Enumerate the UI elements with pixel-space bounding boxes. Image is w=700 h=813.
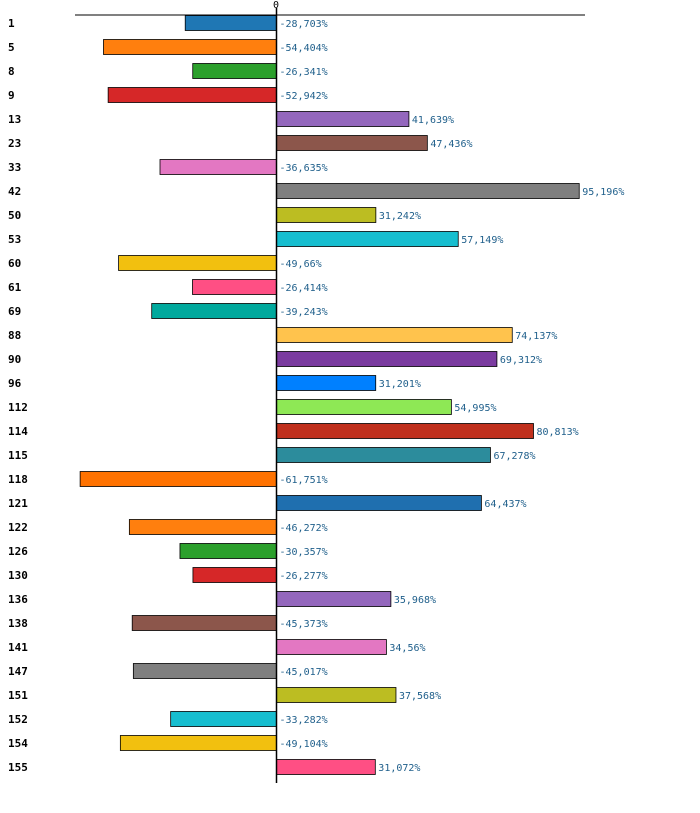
bars-group: 1 -28,703% 5 -54,404% 8 -26,341% 9 -52,942% 13 41… [8,15,624,775]
category-label: 126 [8,545,28,558]
category-label: 115 [8,449,28,462]
bar [170,711,277,727]
value-label: -49,66% [280,259,322,270]
bar [132,663,277,679]
value-label: -26,341% [280,67,328,78]
value-label: -26,277% [280,571,328,582]
value-label: 54,995% [454,403,496,414]
category-label: 9 [8,89,15,102]
value-label: -61,751% [280,475,328,486]
category-label: 8 [8,65,15,78]
bar [184,15,277,31]
category-label: 53 [8,233,21,246]
value-label: 31,072% [378,763,420,774]
value-label: -26,414% [280,283,328,294]
value-label: 67,278% [493,451,535,462]
bar [276,423,534,439]
zero-tick-label: 0 [273,0,279,11]
bar [276,399,452,415]
bar [276,687,397,703]
category-label: 151 [8,689,28,702]
bar [103,39,277,55]
category-label: 88 [8,329,21,342]
category-label: 13 [8,113,21,126]
bar [276,447,491,463]
bar [119,735,277,751]
value-label: -33,282% [280,715,328,726]
category-label: 112 [8,401,28,414]
bar [276,759,376,775]
category-label: 5 [8,41,15,54]
category-label: 60 [8,257,21,270]
value-label: 31,242% [379,211,421,222]
value-label: -45,017% [280,667,328,678]
value-label: 37,568% [399,691,441,702]
value-label: 35,968% [394,595,436,606]
bar [276,495,482,511]
value-label: 64,437% [484,499,526,510]
category-label: 23 [8,137,21,150]
category-label: 155 [8,761,28,774]
bar [276,327,513,343]
bar [192,567,277,583]
value-label: 95,196% [582,187,624,198]
value-label: -39,243% [280,307,328,318]
category-label: 1 [8,17,15,30]
bar [276,375,377,391]
bar [276,183,580,199]
value-label: 34,56% [389,643,425,654]
category-label: 152 [8,713,28,726]
bar [276,135,428,151]
value-label: -54,404% [280,43,328,54]
category-label: 42 [8,185,21,198]
value-label: 80,813% [536,427,578,438]
category-label: 50 [8,209,21,222]
category-label: 69 [8,305,21,318]
category-label: 138 [8,617,28,630]
value-label: -46,272% [280,523,328,534]
value-label: 47,436% [430,139,472,150]
value-label: 31,201% [379,379,421,390]
category-label: 96 [8,377,22,390]
bar [276,111,410,127]
value-label: -45,373% [280,619,328,630]
category-label: 90 [8,353,21,366]
category-label: 122 [8,521,28,534]
bar [128,519,277,535]
bar [276,639,387,655]
value-label: 41,639% [412,115,454,126]
value-label: -28,703% [280,19,328,30]
value-label: 57,149% [461,235,503,246]
category-label: 61 [8,281,22,294]
value-label: 74,137% [515,331,557,342]
category-label: 136 [8,593,28,606]
category-label: 118 [8,473,28,486]
bar [131,615,277,631]
category-label: 114 [8,425,28,438]
category-label: 130 [8,569,28,582]
bar [192,63,277,79]
category-label: 121 [8,497,28,510]
bar [276,351,498,367]
bar [276,231,459,247]
bar [192,279,277,295]
bar [179,543,277,559]
category-label: 33 [8,161,21,174]
bar [276,591,392,607]
bar [276,207,377,223]
bar [107,87,277,103]
value-label: -30,357% [280,547,328,558]
category-label: 141 [8,641,28,654]
value-label: 69,312% [500,355,542,366]
value-label: -49,104% [280,739,328,750]
category-label: 154 [8,737,28,750]
bar [118,255,277,271]
category-label: 147 [8,665,28,678]
bar [151,303,277,319]
bar [79,471,277,487]
value-label: -36,635% [280,163,328,174]
bar [159,159,277,175]
value-label: -52,942% [280,91,328,102]
